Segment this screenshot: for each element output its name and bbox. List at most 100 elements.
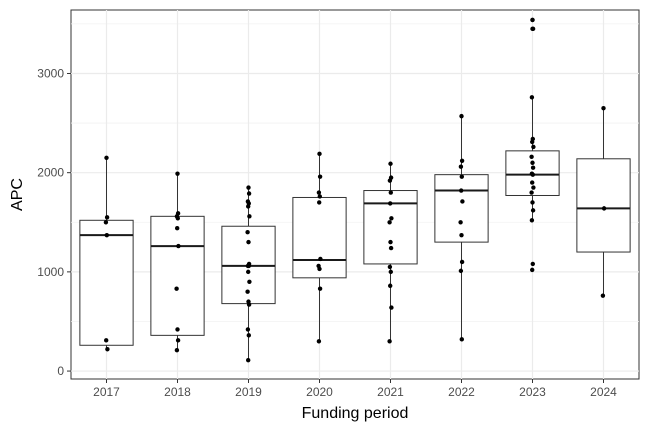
data-point (246, 204, 251, 209)
data-point (316, 339, 322, 344)
data-point (388, 201, 393, 206)
data-point (601, 106, 606, 111)
data-point (530, 17, 535, 23)
data-point (175, 216, 180, 221)
data-point (458, 164, 464, 169)
data-point (530, 26, 536, 32)
data-point (245, 289, 250, 294)
data-point (459, 113, 464, 119)
data-point (530, 139, 535, 145)
data-point (388, 283, 393, 288)
data-point (601, 206, 607, 211)
data-point (459, 188, 464, 193)
data-point (600, 293, 606, 298)
data-point (529, 190, 534, 195)
box-iqr (434, 174, 489, 243)
data-point (530, 165, 536, 170)
data-point (529, 95, 535, 100)
box-iqr (576, 158, 631, 253)
data-point (318, 256, 323, 262)
data-point (176, 243, 181, 249)
x-tick-label: 2021 (377, 385, 404, 399)
data-point (317, 200, 322, 205)
data-point (174, 286, 179, 291)
x-tick-label: 2020 (306, 385, 333, 399)
data-point (104, 338, 109, 343)
data-point (530, 261, 535, 267)
data-point (387, 339, 392, 344)
data-point (105, 347, 110, 352)
x-tick-label: 2018 (164, 385, 191, 399)
box-2024 (576, 108, 631, 296)
box-iqr (150, 215, 205, 336)
data-point (530, 172, 535, 177)
data-point (247, 214, 252, 219)
data-point (246, 263, 251, 269)
point-layer (103, 17, 607, 363)
y-tick-label: 0 (57, 364, 64, 378)
y-axis-title: APC (9, 178, 26, 211)
x-tick-label: 2022 (448, 385, 475, 399)
data-point (246, 185, 251, 190)
x-tick-label: 2023 (519, 385, 546, 399)
data-point (317, 266, 322, 272)
data-point (316, 190, 322, 195)
data-point (531, 144, 536, 150)
data-point (531, 185, 536, 190)
y-tick-label: 2000 (37, 166, 64, 180)
box-2022 (434, 116, 489, 340)
data-point (174, 348, 180, 353)
data-point (175, 327, 180, 332)
data-point (389, 305, 394, 310)
data-point (459, 232, 464, 238)
data-point (104, 232, 110, 238)
data-point (529, 218, 535, 223)
data-point (317, 286, 323, 291)
data-point (530, 160, 535, 165)
x-tick-label: 2019 (235, 385, 262, 399)
data-point (459, 337, 464, 342)
data-point (530, 200, 535, 205)
data-point (458, 220, 463, 225)
data-point (530, 180, 535, 185)
data-point (459, 158, 465, 163)
y-tick-label: 1000 (37, 265, 64, 279)
data-point (246, 357, 251, 363)
x-tick-label: 2017 (93, 385, 120, 399)
data-point (530, 267, 535, 273)
y-tick-label: 3000 (37, 66, 64, 80)
data-point (459, 174, 464, 179)
data-point (388, 190, 393, 195)
data-point (530, 208, 536, 213)
data-point (317, 194, 322, 199)
data-point (388, 269, 393, 275)
data-point (175, 171, 180, 176)
data-point (246, 269, 251, 275)
data-point (458, 268, 464, 274)
data-point (104, 155, 109, 160)
x-axis: 2017 2018 2019 2020 2021 2022 2023 2024 (93, 379, 617, 399)
data-point (388, 245, 394, 251)
data-point (245, 327, 251, 332)
data-point (104, 215, 110, 220)
data-point (103, 220, 109, 225)
data-point (389, 216, 394, 221)
data-point (317, 174, 323, 179)
data-point (529, 154, 534, 160)
x-axis-title: Funding period (302, 405, 409, 422)
data-point (460, 199, 465, 204)
data-point (387, 178, 393, 183)
box-iqr (79, 219, 134, 346)
data-point (246, 333, 251, 338)
data-point (388, 161, 393, 166)
data-point (247, 279, 252, 284)
data-point (246, 302, 252, 307)
data-point (459, 259, 465, 265)
data-point (175, 226, 180, 231)
data-point (388, 239, 393, 245)
data-point (387, 220, 392, 225)
data-point (387, 264, 393, 270)
data-point (246, 239, 251, 245)
data-point (175, 338, 181, 343)
